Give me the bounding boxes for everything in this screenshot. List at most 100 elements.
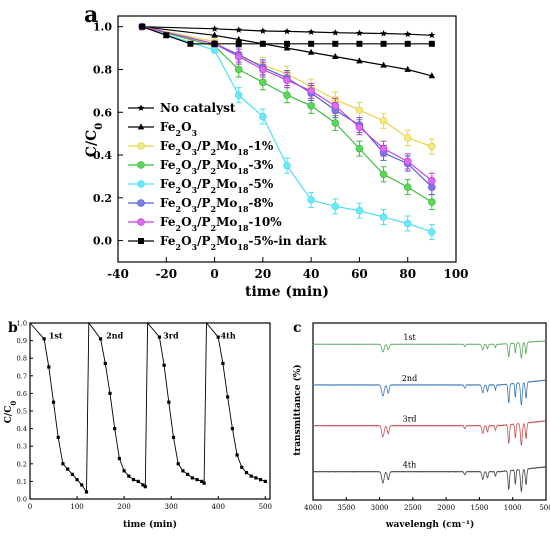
panel-label-c: c xyxy=(293,320,302,336)
y-tick-label: 0.0 xyxy=(93,235,112,248)
x-tick-label: 1000 xyxy=(504,504,522,512)
data-point xyxy=(403,183,412,191)
x-tick-label: 500 xyxy=(539,504,550,512)
spectrum-label: 3rd xyxy=(403,415,417,424)
panel-c-xlabel: wavelengh (cm⁻¹) xyxy=(385,519,474,530)
spectrum-4th xyxy=(312,466,547,493)
data-point xyxy=(42,337,46,341)
data-point xyxy=(176,462,180,466)
data-point xyxy=(56,435,60,439)
legend-marker xyxy=(137,104,145,111)
panel-b-series xyxy=(29,321,267,494)
y-tick-label: 0.4 xyxy=(93,149,112,162)
cycle-label: 3rd xyxy=(163,330,179,340)
x-tick-label: 500 xyxy=(259,503,272,511)
data-point xyxy=(70,472,74,476)
data-point xyxy=(307,196,315,204)
panel-b: b 0 100 200 300 400 5000.00.10.20.30.40.50.60… xyxy=(4,320,272,531)
data-point xyxy=(379,117,388,125)
data-point xyxy=(258,478,263,482)
legend-marker xyxy=(137,142,145,150)
data-point xyxy=(216,335,220,339)
data-point xyxy=(171,435,176,439)
data-point xyxy=(157,335,162,339)
x-tick-label: 3500 xyxy=(337,504,355,512)
data-point xyxy=(127,474,131,478)
data-point xyxy=(235,35,243,42)
legend-entry: No catalyst xyxy=(160,101,236,115)
data-point xyxy=(355,106,364,114)
data-point xyxy=(428,228,436,236)
y-tick-label: 0.2 xyxy=(17,460,27,468)
data-point xyxy=(75,478,79,482)
data-point xyxy=(211,40,218,47)
data-point xyxy=(283,27,291,35)
data-point xyxy=(379,170,388,179)
panel-b-frame xyxy=(29,322,271,500)
legend-entry: Fe2O3 xyxy=(160,120,198,138)
data-point xyxy=(331,119,340,127)
panel-b-cycle-labels: 1st 2nd 3rd 4th xyxy=(49,330,236,340)
y-tick-label: 0.1 xyxy=(17,478,27,486)
x-tick-label: 4000 xyxy=(304,504,322,512)
cycle-label: 2nd xyxy=(106,330,123,340)
data-point xyxy=(108,391,112,395)
series-3 xyxy=(138,22,436,211)
data-point xyxy=(230,427,234,431)
data-point xyxy=(131,478,136,482)
x-tick-label: 40 xyxy=(303,267,320,281)
data-point xyxy=(284,40,290,47)
data-point xyxy=(163,32,170,39)
data-point xyxy=(234,52,243,61)
data-point xyxy=(66,467,70,471)
panel-c-ylabel: transmittance (%) xyxy=(292,364,303,455)
legend-entry: Fe2O3/P2Mo18-10% xyxy=(160,215,282,233)
data-point xyxy=(404,40,411,47)
data-point xyxy=(162,363,166,367)
data-point xyxy=(259,112,267,121)
data-point xyxy=(355,123,364,132)
data-point xyxy=(379,213,388,221)
panel-a-ylabel: C/C0 xyxy=(84,123,105,157)
data-point xyxy=(404,65,412,72)
cycle-label: 4th xyxy=(221,330,236,340)
x-tick-label: 3000 xyxy=(371,504,389,512)
y-tick-label: 0.9 xyxy=(17,337,27,345)
data-point xyxy=(254,476,258,480)
panel-b-ylabel: C/C0 xyxy=(4,401,18,424)
data-point xyxy=(428,72,436,79)
panel-label-a: a xyxy=(84,2,98,28)
panel-a-ticks: -40 -20 0 20 40 60 80 100 0.0 0.2 0.4 0.6 0.8 1.0 xyxy=(93,21,469,281)
data-point xyxy=(355,206,364,215)
panel-a-frame xyxy=(117,15,457,263)
data-point xyxy=(428,142,436,151)
data-point xyxy=(51,400,56,404)
legend-marker xyxy=(137,199,145,207)
x-tick-label: 400 xyxy=(212,503,225,511)
data-point xyxy=(136,479,140,483)
data-point xyxy=(263,479,267,483)
y-tick-label: 0.6 xyxy=(93,106,112,119)
legend-marker xyxy=(138,238,144,244)
legend-entry: Fe2O3/P2Mo18-1% xyxy=(160,139,274,157)
data-point xyxy=(195,478,199,482)
data-point xyxy=(404,30,412,38)
panel-a-series xyxy=(138,22,436,241)
panel-c-series-labels: 1st 2nd 3rd 4th xyxy=(402,333,417,469)
spectrum-1st xyxy=(312,340,547,359)
x-tick-label: 20 xyxy=(255,267,272,281)
data-point xyxy=(240,465,244,469)
y-tick-label: 0.8 xyxy=(17,355,27,363)
data-point xyxy=(283,76,291,84)
data-point xyxy=(98,337,103,341)
x-tick-label: 0 xyxy=(28,503,32,511)
data-point xyxy=(307,28,315,35)
data-point xyxy=(331,202,340,211)
x-tick-label: 100 xyxy=(70,503,83,511)
data-point xyxy=(141,483,145,487)
x-tick-label: 100 xyxy=(443,267,468,281)
spectrum-label: 4th xyxy=(403,461,416,470)
data-point xyxy=(186,472,190,476)
panel-a-xlabel: time (min) xyxy=(245,284,329,300)
